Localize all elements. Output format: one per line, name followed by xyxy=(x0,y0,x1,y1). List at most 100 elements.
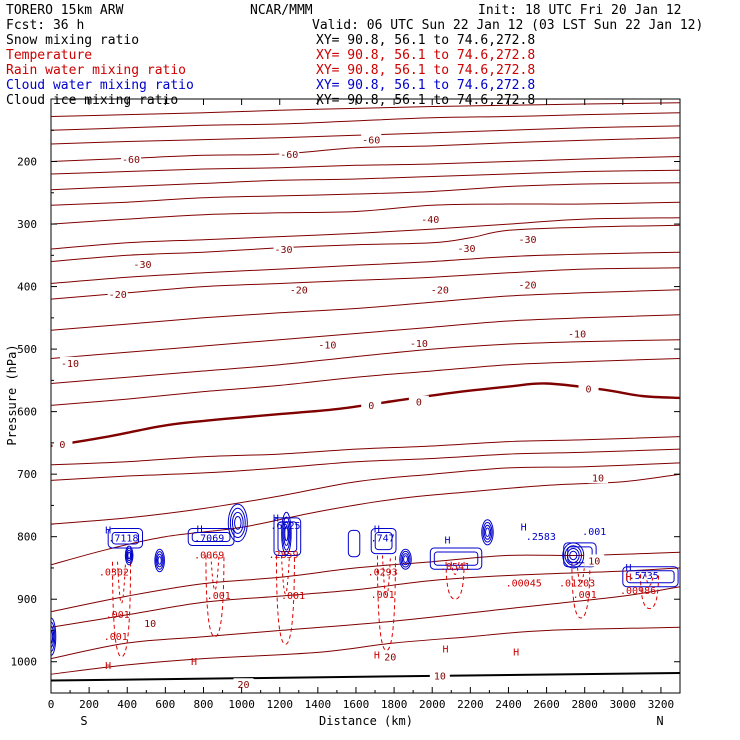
cloud-water-blob-7-ring-1 xyxy=(51,621,56,652)
rain-water-label-15: .00045 xyxy=(506,579,542,590)
y-tick-label-0: 200 xyxy=(17,156,37,169)
temp-label-bg-20 xyxy=(588,471,609,484)
y-axis-label: Pressure (hPa) xyxy=(5,344,19,445)
isotherm-21 xyxy=(51,137,680,162)
cloud-water-blob-7-ring-3 xyxy=(51,629,54,644)
temp-label-bg-6 xyxy=(456,241,477,254)
temp-label-12: -10 xyxy=(318,341,336,352)
rain-water-label-7: .2859 xyxy=(268,550,298,561)
x-tick-label-11: 2200 xyxy=(457,698,484,711)
x-tick-label-6: 1200 xyxy=(266,698,293,711)
cloud-water-label-5: .6525 xyxy=(270,521,300,532)
temp-label-bg-1 xyxy=(279,148,300,161)
cloud-water-blob-3-ring-0 xyxy=(154,548,165,573)
rain-water-label-1: .0302 xyxy=(99,567,129,578)
temp-label-11: -20 xyxy=(518,281,536,292)
isotherm-0 xyxy=(51,586,680,660)
rain-water-label-4: H xyxy=(191,657,197,668)
temp-label-25: 10 xyxy=(588,556,600,567)
temp-label-bg-9 xyxy=(288,283,309,296)
y-tick-label-6: 800 xyxy=(17,531,37,544)
cloud-water-contour-7 xyxy=(622,566,679,588)
cloud-water-contour-4 xyxy=(370,528,397,555)
cloud-water-blob-3-ring-1 xyxy=(155,551,164,570)
temp-label-bg-19 xyxy=(52,438,73,451)
cloud-water-blob-4-ring-1 xyxy=(400,550,411,568)
cloud-water-blob-5-ring-0 xyxy=(481,519,494,546)
temp-label-bg-18 xyxy=(578,382,599,395)
temp-label-bg-13 xyxy=(408,336,429,349)
x-tick-label-7: 1400 xyxy=(305,698,332,711)
rain-water-inner-contour-1 xyxy=(210,555,220,591)
x-tick-label-9: 1800 xyxy=(381,698,408,711)
cloud-water-contour-1 xyxy=(187,528,235,546)
rain-water-label-6: .001 xyxy=(207,591,231,602)
rain-water-label-14: H xyxy=(513,647,519,658)
cloud-water-label-7: .747 xyxy=(371,534,395,545)
cloud-water-blob-0-ring-0 xyxy=(227,503,248,543)
y-tick-label-1: 300 xyxy=(17,218,37,231)
x-tick-label-2: 400 xyxy=(117,698,137,711)
temp-label-15: -10 xyxy=(61,359,79,370)
rain-water-label-5: .0069 xyxy=(194,551,224,562)
rain-water-label-18: H xyxy=(626,572,632,583)
isotherm-7 xyxy=(51,436,680,466)
cloud-water-blob-6-ring-0 xyxy=(562,542,585,569)
y-tick-label-4: 600 xyxy=(17,406,37,419)
x-tick-label-8: 1600 xyxy=(343,698,370,711)
temp-label-24: 10 xyxy=(434,671,446,682)
temp-label-17: 0 xyxy=(416,398,422,409)
isotherm-2 xyxy=(51,567,680,628)
x-tick-label-16: 3200 xyxy=(648,698,675,711)
isotherm-14 xyxy=(51,251,680,284)
cloud-water-contour-5 xyxy=(429,547,483,570)
cloud-water-label-12: H xyxy=(626,563,632,574)
rain-water-inner-contour-0 xyxy=(117,561,127,604)
x-tick-label-10: 2000 xyxy=(419,698,446,711)
temp-label-13: -10 xyxy=(410,339,428,350)
temp-label-8: -20 xyxy=(109,290,127,301)
cloud-water-label-2: H xyxy=(197,524,203,535)
x-tick-label-4: 800 xyxy=(194,698,214,711)
header-fcst: Fcst: 36 h xyxy=(6,18,84,33)
rain-water-label-13: .0541 xyxy=(440,562,470,573)
isotherm-10 xyxy=(51,339,680,384)
cloud-water-blob-1-ring-2 xyxy=(283,521,290,546)
cloud-water-label-11: .001 xyxy=(582,527,606,538)
rain-water-label-3: .001 xyxy=(104,632,128,643)
cloud-water-label-10: .2583 xyxy=(526,532,556,543)
cloud-water-blob-7-ring-0 xyxy=(51,617,57,656)
rain-water-label-16: .01203 xyxy=(559,579,595,590)
x-axis-label: Distance (km) xyxy=(319,714,413,728)
x-tick-label-5: 1000 xyxy=(228,698,255,711)
temp-label-bg-25 xyxy=(584,554,605,567)
plot-clipped-group: -60 -60 -60 -40 -30 -30 -30 -30 -20 -20 -20 -20 -10 -… xyxy=(51,102,680,691)
temp-label-20: 10 xyxy=(592,473,604,484)
cloud-water-label-1: .7118 xyxy=(108,534,138,545)
cloud-water-inner-contour-7 xyxy=(626,570,675,584)
rain-water-label-12: H xyxy=(443,644,449,655)
cloud-water-contour-0 xyxy=(107,528,143,549)
cloud-water-blob-2-ring-0 xyxy=(124,545,134,566)
cloud-water-blob-0-ring-3 xyxy=(234,516,242,530)
rain-water-inner-contour-4 xyxy=(450,561,460,575)
temp-label-14: -10 xyxy=(568,329,586,340)
temp-label-bg-4 xyxy=(132,258,153,271)
cloud-water-label-3: .7069 xyxy=(194,534,224,545)
xy-row-temperature: XY= 90.8, 56.1 to 74.6,272.8 xyxy=(316,48,535,63)
temp-label-6: -30 xyxy=(457,244,475,255)
temp-label-19: 0 xyxy=(59,440,65,451)
temp-label-bg-12 xyxy=(317,338,338,351)
cloud-water-label-9: H xyxy=(521,522,527,533)
header-center: NCAR/MMM xyxy=(250,3,313,18)
temp-label-bg-10 xyxy=(429,283,450,296)
isotherm-23 xyxy=(51,112,680,131)
temp-label-1: -60 xyxy=(280,150,298,161)
temp-label-bg-0 xyxy=(121,153,142,166)
cloud-water-label-8: H xyxy=(444,536,450,547)
isotherm-5 xyxy=(51,462,680,525)
cloud-water-inner-contour-5 xyxy=(433,551,479,566)
cloud-water-blob-3-ring-2 xyxy=(156,553,163,568)
temp-label-bg-5 xyxy=(273,243,294,256)
